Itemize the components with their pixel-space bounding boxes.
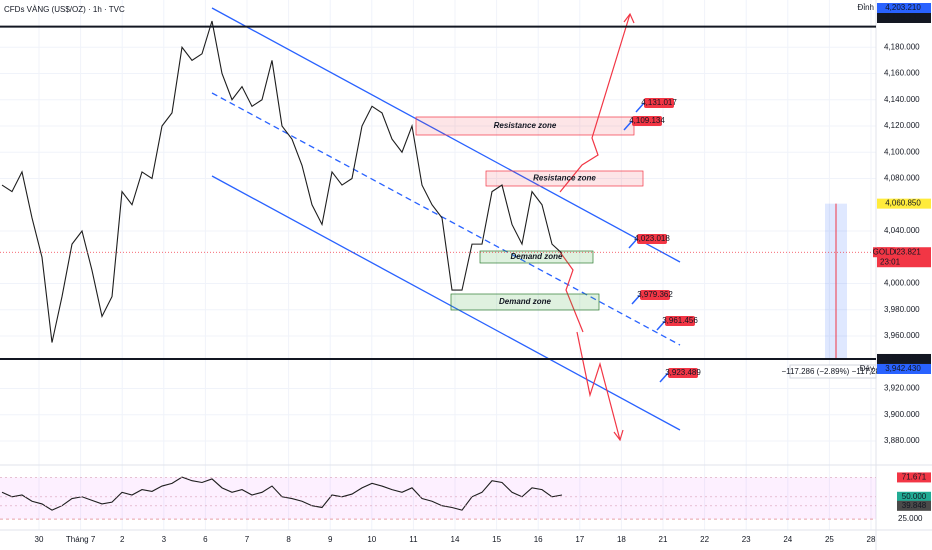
x-tick-label: 15: [492, 535, 501, 544]
x-tick-label: 30: [35, 535, 44, 544]
arrow-down: [576, 331, 621, 441]
zone-label: Resistance zone: [494, 121, 557, 130]
axis-marker-label: 4,195.732: [885, 13, 921, 22]
y-tick-label: 4,160.000: [884, 69, 920, 78]
axis-marker-label: 3,942.494: [885, 354, 921, 363]
zone: [450, 293, 600, 311]
axis-marker: [877, 353, 931, 364]
x-tick-label: 2: [120, 535, 125, 544]
axis-marker: [877, 198, 931, 209]
zone: [485, 170, 644, 187]
axis-marker-tag: Đỉnh: [858, 3, 874, 12]
price-label-box: [632, 116, 662, 126]
price-label: 4,131.017: [641, 98, 677, 107]
axis-marker: [877, 364, 931, 374]
x-tick-label: 22: [700, 535, 709, 544]
axis-marker-label: 4,060.850: [885, 199, 921, 208]
arrow-head: [613, 429, 624, 442]
x-tick-label: 7: [245, 535, 250, 544]
price-line: [1, 476, 563, 511]
measure-box: [789, 364, 877, 379]
channel-lower: [211, 175, 681, 431]
price-label: 4,023.018: [634, 234, 670, 243]
axis-marker-label: 71.671: [902, 473, 927, 482]
zone: [479, 250, 594, 264]
price-label-box: [668, 368, 698, 378]
series-tag: [873, 247, 895, 258]
arrow-down: [559, 251, 584, 333]
y-tick-label: 4,180.000: [884, 42, 920, 51]
y-tick-label: 4,000.000: [884, 279, 920, 288]
y-tick-label: 4,140.000: [884, 95, 920, 104]
price-label-box: [640, 290, 670, 300]
axis-marker-tag: 23:01: [880, 257, 901, 266]
price-label: 3,979.362: [637, 290, 673, 299]
x-tick-label: 9: [328, 535, 333, 544]
x-tick-label: 28: [867, 535, 876, 544]
y-tick-label: 3,880.000: [884, 436, 920, 445]
axis-marker-label: 50.000: [902, 492, 927, 501]
x-tick-label: 18: [617, 535, 626, 544]
arrow-head: [623, 12, 635, 24]
y-tick-label: 3,960.000: [884, 331, 920, 340]
y-tick-label: 4,080.000: [884, 174, 920, 183]
price-label-box: [644, 98, 674, 108]
axis-marker: [897, 472, 931, 483]
price-label: 4,109.134: [629, 116, 665, 125]
axis-marker-label: 39.848: [902, 501, 927, 510]
zone-label: Resistance zone: [533, 174, 596, 183]
channel-mid: [211, 92, 681, 346]
y-tick-label: 25.000: [898, 514, 923, 523]
label-pointer: [656, 320, 666, 331]
price-line: [1, 20, 563, 343]
x-tick-label: 10: [367, 535, 376, 544]
axis-marker: [877, 13, 931, 23]
chart-title: CFDs VÀNG (US$/OZ) · 1h · TVC: [4, 5, 125, 14]
price-label-box: [637, 234, 667, 244]
x-tick-label: 16: [534, 535, 543, 544]
x-tick-label: 23: [742, 535, 751, 544]
label-pointer: [631, 294, 641, 305]
y-tick-label: 3,920.000: [884, 384, 920, 393]
y-tick-label: 3,900.000: [884, 410, 920, 419]
x-tick-label: 25: [825, 535, 834, 544]
series-name: GOLD: [873, 247, 896, 256]
axis-marker: [877, 3, 931, 13]
x-tick-label: 6: [203, 535, 208, 544]
x-tick-label: 3: [162, 535, 167, 544]
axis-marker: [897, 500, 931, 511]
price-label: 3,961.456: [662, 316, 698, 325]
x-tick-label: 14: [451, 535, 460, 544]
label-pointer: [659, 372, 669, 383]
price-label: 3,923.489: [665, 368, 701, 377]
axis-marker-tag: Đáy: [860, 364, 874, 373]
measure-label: −117.286 (−2.89%) −117,286: [781, 367, 885, 376]
grid: [0, 0, 876, 530]
zone-label: Demand zone: [510, 252, 563, 261]
zone-label: Demand zone: [499, 297, 552, 306]
price-label-box: [665, 316, 695, 326]
y-tick-label: 4,040.000: [884, 226, 920, 235]
axis-marker: [897, 491, 931, 502]
label-pointer: [623, 120, 633, 131]
x-tick-label: 21: [659, 535, 668, 544]
label-pointer: [635, 102, 645, 113]
axis-marker-label: 4,203.210: [885, 3, 921, 12]
x-tick-label: 17: [575, 535, 584, 544]
y-tick-label: 3,980.000: [884, 305, 920, 314]
y-tick-label: 4,120.000: [884, 121, 920, 130]
x-tick-label: 11: [409, 535, 418, 544]
label-pointer: [628, 238, 638, 249]
x-tick-label: 8: [286, 535, 291, 544]
axis-marker-label: 4,023.821: [885, 247, 921, 256]
y-tick-label: 4,100.000: [884, 147, 920, 156]
x-tick-label: 24: [783, 535, 792, 544]
axis-marker-label: 3,942.430: [885, 364, 921, 373]
x-tick-label: Tháng 7: [66, 535, 96, 544]
arrow-up: [559, 13, 631, 193]
rsi-band: [0, 477, 876, 520]
